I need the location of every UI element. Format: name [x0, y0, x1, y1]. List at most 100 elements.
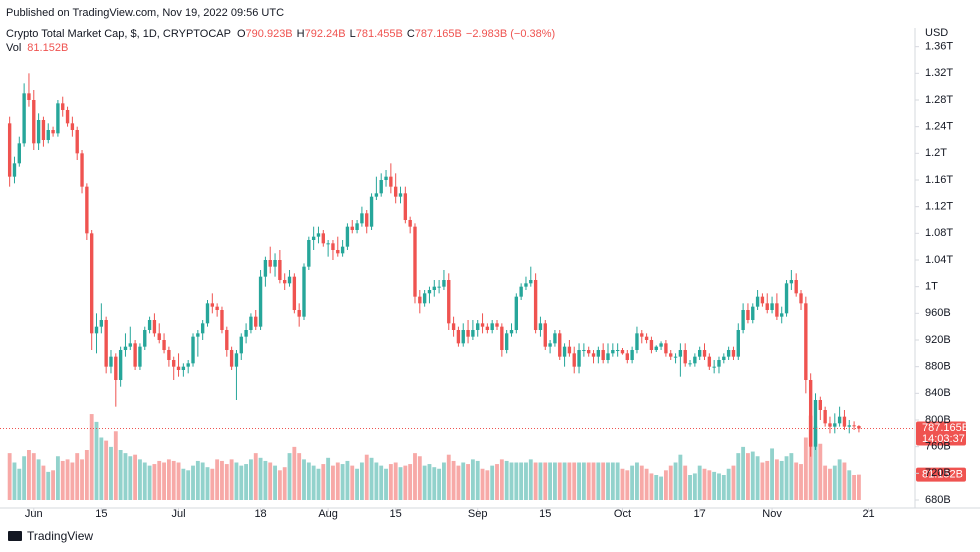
volume-bar [41, 465, 46, 500]
volume-bar [99, 437, 104, 500]
y-tick-label: 1T [925, 281, 938, 293]
volume-bar [649, 473, 654, 500]
volume-bar [345, 460, 350, 500]
volume-bar [466, 464, 470, 500]
volume-bar [128, 456, 133, 500]
volume-bar [162, 462, 166, 500]
candle-body [529, 280, 533, 284]
volume-bar [335, 462, 340, 500]
volume-bar [80, 459, 84, 500]
candle-body [794, 280, 798, 294]
candle-body [200, 323, 205, 334]
volume-bar [263, 460, 268, 500]
candle-body [504, 333, 509, 350]
volume-bar [591, 462, 596, 500]
candle-body [70, 123, 75, 130]
x-tick-label: 17 [694, 508, 706, 520]
candle-body [331, 243, 335, 250]
candle-body [268, 260, 272, 267]
candle-body [519, 286, 523, 297]
candle-body [22, 93, 26, 144]
candle-body [85, 186, 89, 234]
candle-body [80, 153, 84, 187]
volume-bar [123, 453, 128, 500]
volume-bar [302, 459, 306, 500]
x-tick-label: Nov [762, 508, 782, 520]
volume-bar [794, 462, 799, 500]
volume-bar [89, 414, 94, 500]
candle-body [664, 343, 668, 354]
candle-body [789, 280, 794, 284]
volume-bar [94, 421, 99, 500]
volume-bar [480, 468, 485, 500]
volume-bar [509, 462, 514, 500]
volume-bar [470, 459, 475, 500]
volume-bar [774, 459, 779, 500]
candle-body [490, 323, 494, 330]
volume-bar [499, 459, 504, 500]
candle-body [582, 350, 586, 351]
volume-bar [326, 457, 331, 500]
volume-bar [138, 459, 142, 500]
candle-body [32, 100, 36, 144]
candle-body [278, 260, 282, 280]
candle-body [287, 276, 292, 284]
volume-bar [567, 462, 572, 500]
volume-bar [306, 462, 311, 500]
candle-body [384, 176, 388, 180]
volume-bar [166, 459, 171, 500]
volume-bar [456, 465, 461, 500]
candle-body [717, 360, 721, 367]
candle-body [17, 143, 21, 164]
candle-body [46, 130, 50, 140]
candle-body [654, 346, 658, 350]
candle-body [418, 296, 422, 304]
candle-body [379, 180, 383, 194]
candle-body [731, 350, 736, 357]
plot [7, 73, 861, 500]
candle-body [461, 330, 465, 344]
candle-body [292, 276, 297, 310]
volume-bar [215, 459, 220, 500]
volume-bar [60, 460, 65, 500]
candle-body [118, 350, 123, 380]
candle-body [75, 130, 79, 154]
candle-body [123, 346, 128, 350]
candle-body [369, 196, 374, 227]
candle-body [398, 193, 403, 197]
y-tick-label: 920B [925, 334, 951, 346]
x-tick-label: Aug [318, 508, 338, 520]
volume-bar [248, 459, 253, 500]
candle-body [683, 350, 687, 364]
volume-bar [277, 470, 282, 500]
volume-bar [630, 465, 635, 500]
volume-bar [678, 454, 683, 500]
y-tick-label: 1.28T [925, 94, 953, 106]
countdown-label: 14:03:37 [922, 433, 965, 445]
volume-bar [717, 473, 721, 500]
candle-body [138, 346, 142, 367]
legend-key: C [407, 28, 415, 40]
volume-bar [195, 460, 200, 500]
candle-body [36, 120, 41, 144]
volume-bar [84, 450, 89, 500]
volume-bar [562, 462, 567, 500]
volume-bar [316, 468, 321, 500]
candle-body [447, 280, 451, 324]
y-tick-label: 1.32T [925, 67, 953, 79]
candle-body [572, 353, 576, 367]
candle-body [340, 246, 345, 254]
candle-body [215, 306, 219, 310]
candle-body [784, 283, 789, 314]
volume-bar [427, 464, 432, 500]
volume-bar [379, 465, 384, 500]
candle-body [620, 350, 625, 354]
volume-bar [442, 462, 446, 500]
candle-body [644, 336, 649, 340]
volume-bar [229, 459, 234, 500]
volume-bar [692, 473, 697, 500]
candle-body [7, 123, 12, 177]
candle-body [842, 416, 847, 427]
